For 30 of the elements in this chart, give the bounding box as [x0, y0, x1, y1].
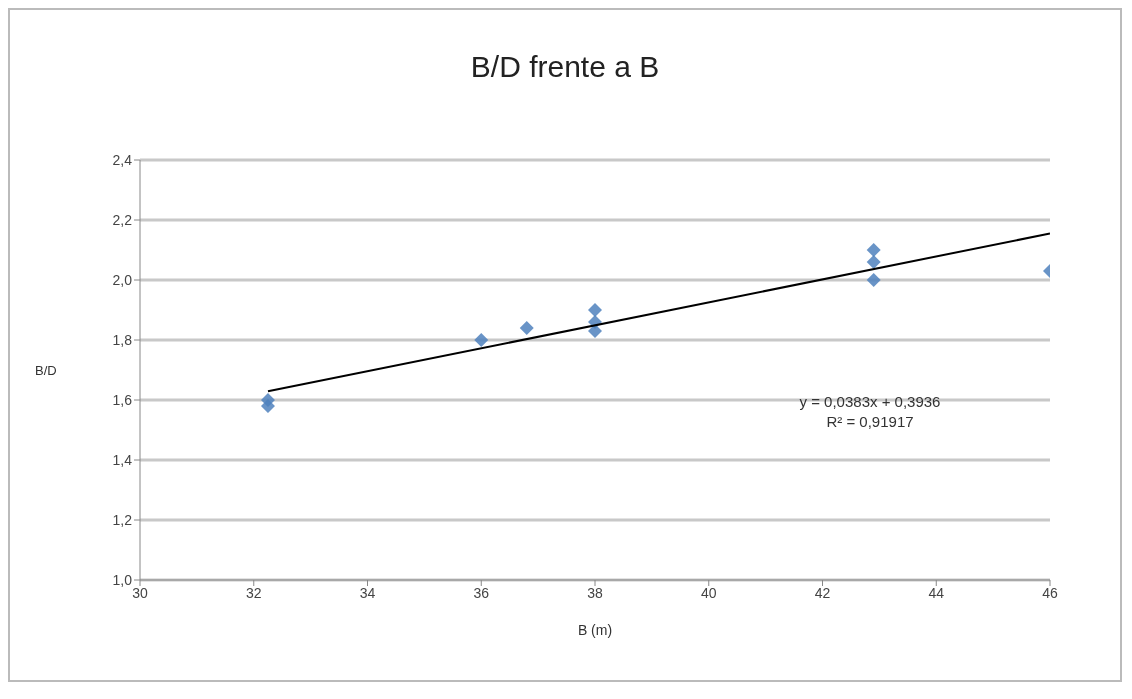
y-tick-label: 1,8 — [112, 331, 133, 348]
point — [260, 399, 275, 413]
point — [866, 273, 881, 287]
point — [519, 321, 534, 335]
x-tick-label: 40 — [700, 584, 717, 601]
y-tick-label: 2,0 — [112, 271, 133, 288]
x-tick-label: 44 — [928, 584, 945, 601]
y-tick-label: 2,2 — [112, 211, 133, 228]
point — [866, 243, 881, 257]
chart-title: B/D frente a B — [469, 50, 661, 84]
annotation: y = 0,0383x + 0,3936 — [798, 392, 942, 412]
x-tick-label: 32 — [245, 584, 262, 601]
y-axis-title: B/D — [35, 362, 57, 378]
x-tick-label: 42 — [814, 584, 831, 601]
x-tick-label: 46 — [1042, 584, 1058, 601]
point — [588, 324, 602, 338]
y-tick-label: 1,2 — [112, 511, 133, 528]
x-tick-label: 34 — [359, 584, 376, 601]
x-tick-label: 30 — [132, 584, 148, 601]
x-axis-title: B (m) — [577, 622, 613, 638]
y-tick-label: 1,4 — [112, 451, 133, 468]
x-tick-label: 36 — [473, 584, 490, 601]
y-tick-label: 1,0 — [112, 571, 133, 588]
y-tick-label: 2,4 — [112, 151, 133, 168]
point — [588, 303, 602, 317]
annotation: R² = 0,91917 — [825, 412, 915, 432]
point — [866, 255, 881, 269]
y-tick-label: 1,6 — [112, 391, 133, 408]
point — [474, 333, 489, 347]
x-tick-label: 38 — [587, 584, 603, 601]
